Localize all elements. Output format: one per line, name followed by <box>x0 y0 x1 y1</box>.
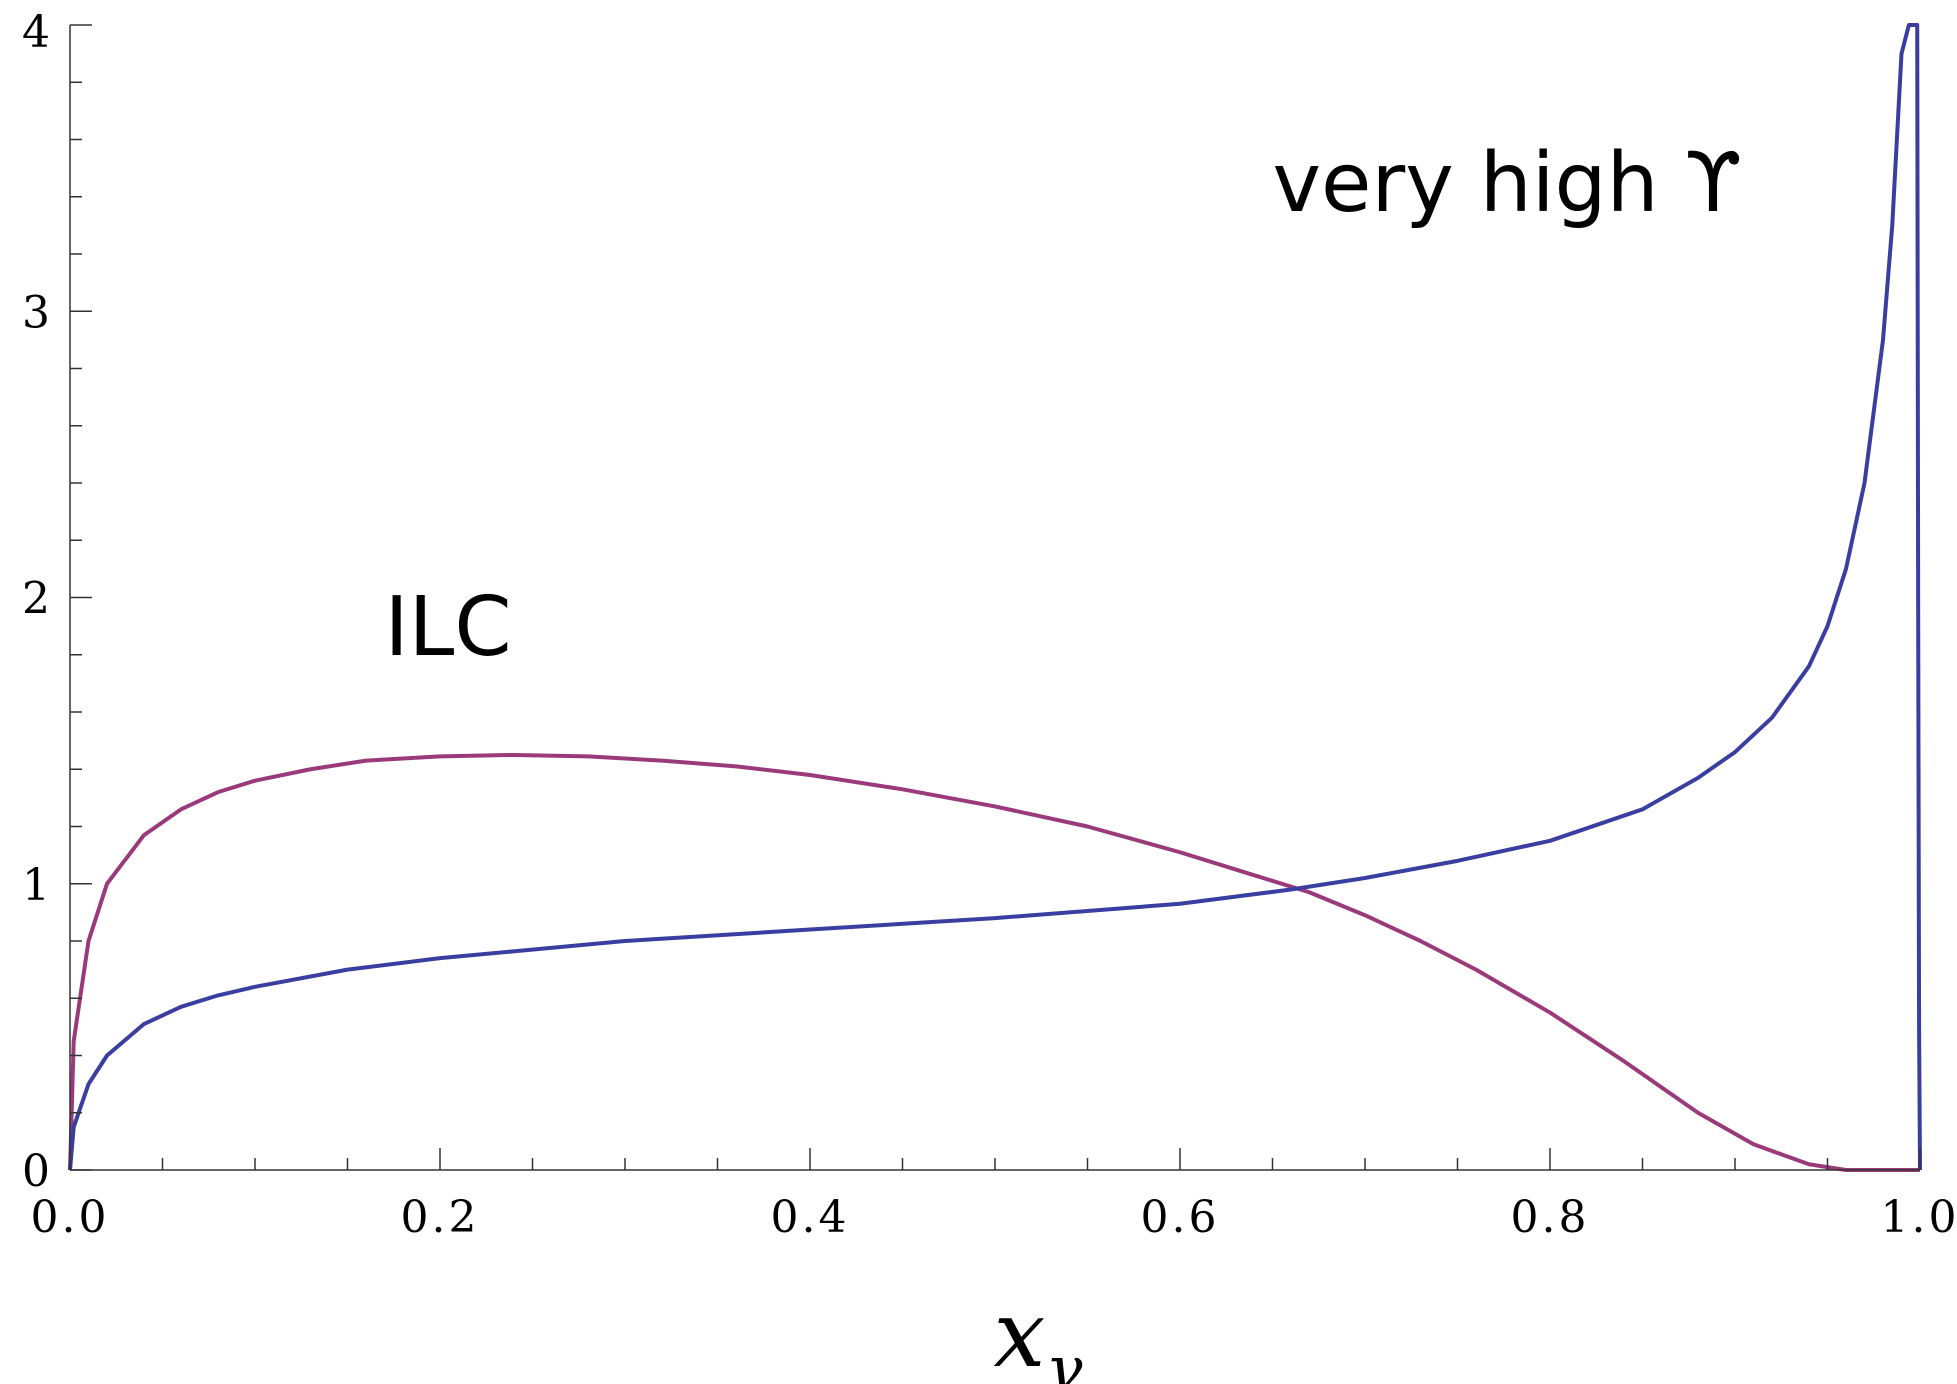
y-tick-label: 4 <box>22 7 50 58</box>
x-tick-label: 0.2 <box>401 1192 480 1243</box>
y-tick-label: 2 <box>22 574 50 625</box>
series-line-0 <box>68 752 1920 1172</box>
y-tick-label: 0 <box>22 1146 50 1197</box>
y-tick-label: 1 <box>22 860 50 911</box>
x-tick-label: 0.8 <box>1511 1192 1590 1243</box>
ticks-layer: 0.0 0.2 0.4 0.6 0.8 1.0 0 1 2 3 4 <box>22 7 1957 1243</box>
annotation-ilc: ILC <box>385 580 512 675</box>
x-axis-label-main: x <box>994 1281 1046 1384</box>
x-axis-label-subscript: γ <box>1045 1332 1083 1384</box>
x-tick-label: 0.0 <box>31 1192 110 1243</box>
labels-layer: ILC very high ϒ xγ <box>385 136 1742 1384</box>
series-line-1 <box>68 23 1922 1171</box>
series-layer <box>68 23 1922 1172</box>
x-tick-label: 1.0 <box>1881 1192 1957 1243</box>
x-axis-label: xγ <box>994 1281 1084 1384</box>
annotation-very-high-upsilon: very high ϒ <box>1273 136 1742 231</box>
y-tick-label: 3 <box>22 287 50 338</box>
x-tick-label: 0.4 <box>771 1192 850 1243</box>
x-tick-label: 0.6 <box>1141 1192 1220 1243</box>
